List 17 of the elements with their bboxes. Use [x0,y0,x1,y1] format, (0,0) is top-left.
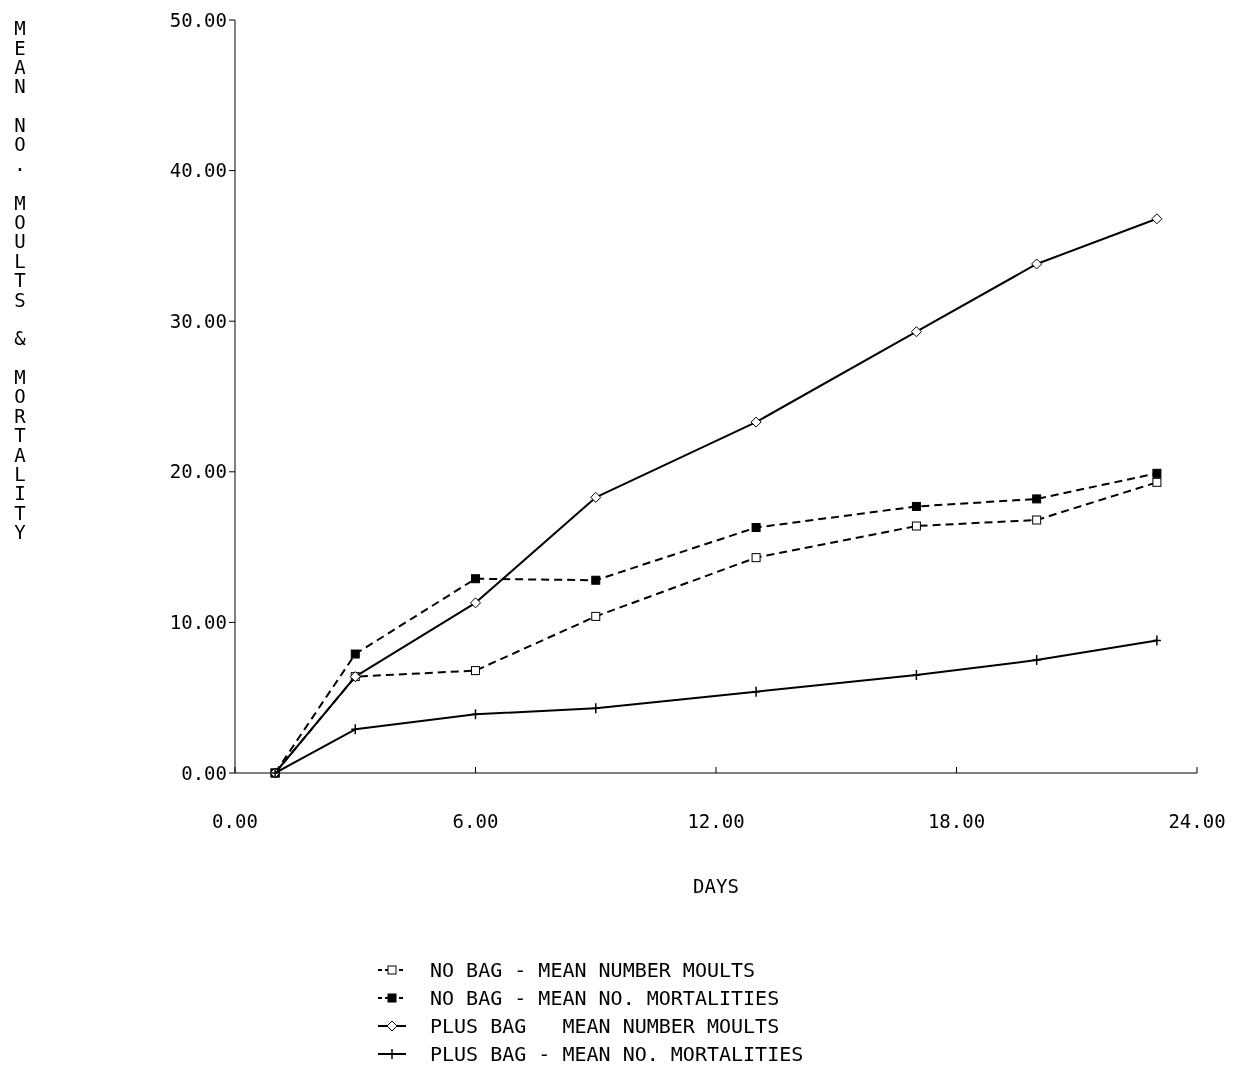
y-tick-label: 50.00 [169,8,227,31]
x-tick-label: 24.00 [1168,810,1226,832]
y-tick-label: 40.00 [169,159,227,182]
text: MEAN NO. MOULTS & MORTALITY [14,17,26,544]
x-tick-label: 6.00 [452,810,499,832]
y-tick-label: 30.00 [169,309,227,332]
y-tick-label: 20.00 [169,460,227,483]
legend-label: NO BAG - MEAN NO. MORTALITIES [430,986,780,1010]
y-tick-label: 0.00 [181,761,227,784]
x-tick-label: 18.00 [927,810,986,832]
y-tick-label: 10.00 [169,611,227,634]
legend-label: NO BAG - MEAN NUMBER MOULTS [430,958,756,982]
x-tick-label: 12.00 [687,810,745,832]
x-tick-label: 0.00 [212,810,258,832]
legend-label: PLUS BAG MEAN NUMBER MOULTS [430,1014,780,1038]
x-axis-title: DAYS [693,875,739,897]
legend-label: PLUS BAG - MEAN NO. MORTALITIES [430,1042,804,1066]
